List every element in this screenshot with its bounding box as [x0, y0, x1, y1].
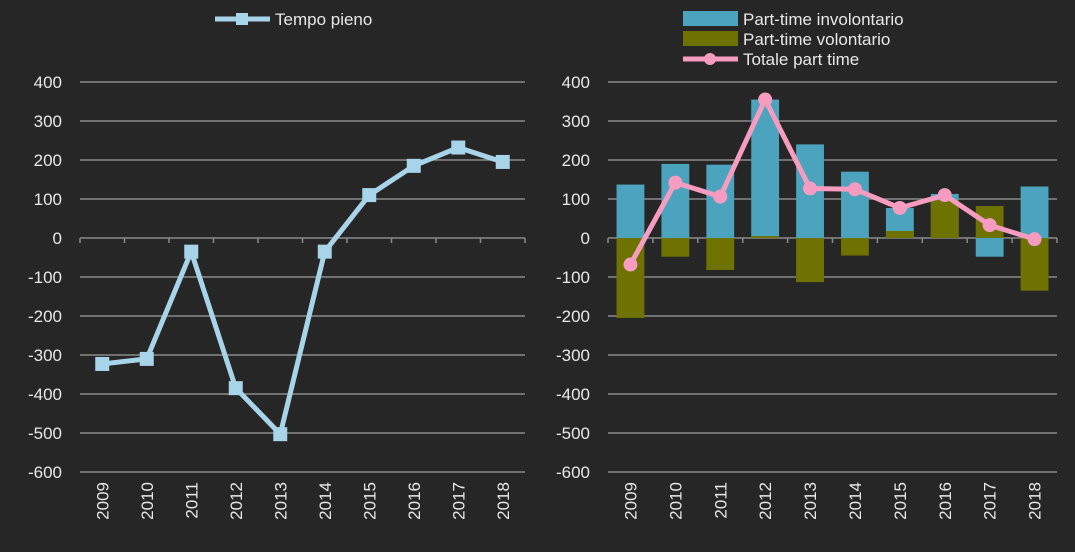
x-tick-label: 2011: [182, 482, 201, 519]
x-tick-label: 2010: [666, 482, 685, 520]
x-tick-label: 2018: [1026, 482, 1045, 520]
x-tick-label: 2010: [138, 482, 157, 520]
x-tick-label: 2011: [711, 482, 730, 519]
chart-panel-1: -600 -500 -400 -300 -200 -100 0 100 200 300 400 200…: [28, 10, 526, 520]
y-tick-label: 0: [53, 229, 62, 248]
data-point: [228, 381, 243, 396]
data-point: [495, 154, 510, 169]
bar-involontario: [975, 238, 1004, 257]
y-tick-label: 200: [562, 151, 590, 170]
data-point: [758, 92, 773, 107]
bar-volontario: [1020, 238, 1049, 291]
y-tick-label: -200: [556, 307, 590, 326]
y-tick-label: 300: [34, 112, 62, 131]
x-tick-label: 2016: [405, 482, 424, 520]
y-tick-label: -500: [28, 424, 62, 443]
x-tick-label: 2014: [846, 482, 865, 520]
bar-involontario: [1020, 186, 1049, 238]
data-point: [623, 257, 638, 272]
y-tick-label: -500: [556, 424, 590, 443]
y-tick-label: -300: [28, 346, 62, 365]
legend-label: Part-time involontario: [743, 10, 904, 29]
y-tick-label: -400: [556, 385, 590, 404]
x-tick-label: 2009: [621, 482, 640, 520]
legend-marker: [236, 13, 248, 25]
y-tick-label: -100: [28, 268, 62, 287]
series-line: [628, 97, 1036, 266]
y-tick-label: -300: [556, 346, 590, 365]
data-point: [273, 427, 288, 442]
legend-swatch: [683, 11, 738, 26]
x-tick-label: 2012: [756, 482, 775, 520]
y-tick-label: -200: [28, 307, 62, 326]
x-tick-label: 2015: [891, 482, 910, 520]
x-tick-label: 2017: [449, 482, 468, 520]
data-point: [937, 188, 952, 203]
y-tick-label: 200: [34, 151, 62, 170]
x-tick-label: 2013: [801, 482, 820, 520]
chart-panel-2: -600 -500 -400 -300 -200 -100 0 100 200 300 400 200…: [556, 10, 1058, 520]
bar-volontario: [661, 238, 690, 257]
bar-volontario: [930, 200, 959, 238]
data-point: [847, 182, 862, 197]
legend-marker: [704, 53, 716, 65]
data-point: [1027, 232, 1042, 247]
y-tick-label: -600: [556, 463, 590, 482]
bar-involontario: [616, 184, 645, 238]
x-tick-label: 2016: [936, 482, 955, 520]
legend-swatch: [683, 31, 738, 46]
x-tick-label: 2014: [316, 482, 335, 520]
y-tick-label: 0: [581, 229, 590, 248]
data-point: [713, 189, 728, 204]
y-tick-label: -600: [28, 463, 62, 482]
x-tick-label: 2013: [271, 482, 290, 520]
series-line: [101, 145, 504, 437]
y-tick-label: -400: [28, 385, 62, 404]
legend-label: Totale part time: [743, 50, 859, 69]
bar-volontario: [706, 238, 735, 270]
y-tick-label: 400: [562, 73, 590, 92]
bar-involontario: [841, 171, 869, 238]
data-point: [95, 356, 110, 371]
legend-label: Part-time volontario: [743, 30, 890, 49]
data-point: [139, 351, 154, 366]
data-point: [982, 218, 997, 233]
bar-volontario: [841, 238, 869, 256]
x-tick-label: 2012: [227, 482, 246, 520]
y-tick-label: 400: [34, 73, 62, 92]
data-point: [317, 244, 332, 259]
x-tick-label: 2017: [981, 482, 1000, 520]
data-point: [406, 158, 421, 173]
x-tick-label: 2018: [494, 482, 513, 520]
bar-volontario: [796, 238, 824, 283]
bar-volontario: [751, 236, 780, 238]
y-tick-label: -100: [556, 268, 590, 287]
data-point: [451, 140, 466, 155]
x-tick-label: 2009: [93, 482, 112, 520]
legend-label: Tempo pieno: [275, 10, 372, 29]
data-point: [362, 188, 377, 203]
bar-volontario: [885, 230, 914, 238]
data-point: [184, 244, 199, 259]
y-tick-label: 100: [562, 190, 590, 209]
x-tick-label: 2015: [360, 482, 379, 520]
data-point: [803, 181, 818, 196]
y-tick-label: 100: [34, 190, 62, 209]
data-point: [892, 200, 907, 215]
y-tick-label: 300: [562, 112, 590, 131]
data-point: [668, 175, 683, 190]
